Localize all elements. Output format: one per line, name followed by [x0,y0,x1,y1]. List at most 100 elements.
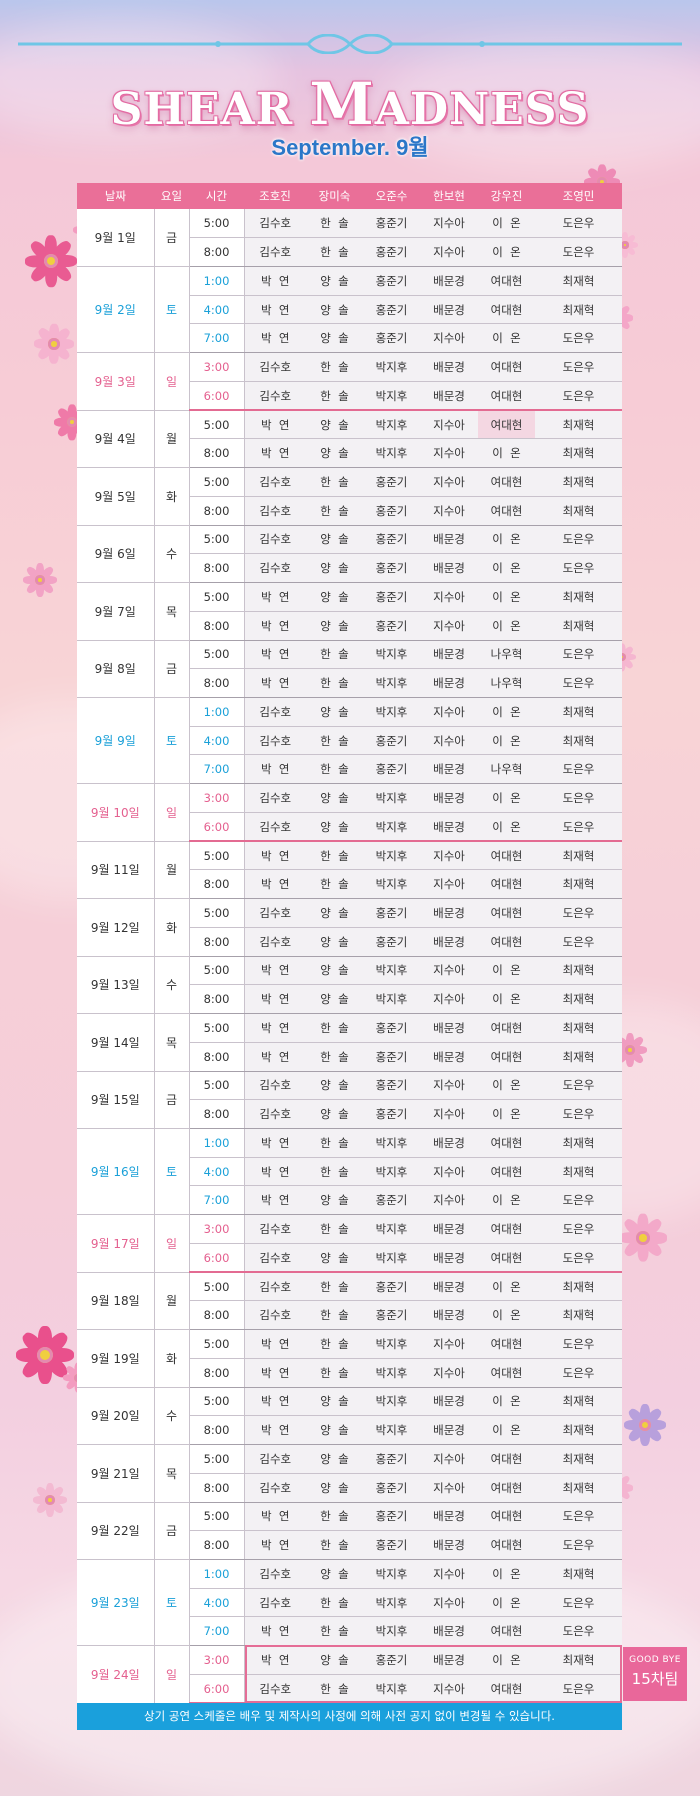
cast-cell: 도은우 [535,898,622,928]
table-row: 9월 1일 금 5:00 김수호 한 솔 홍준기 지수아 이 온 도은우 [77,209,622,267]
cast-cell: 김수호 [244,1272,306,1302]
time-cell: 4:00 [189,1157,245,1187]
cast-cell: 지수아 [420,1559,478,1589]
cast-cell: 박지후 [363,1588,420,1618]
cast-cell: 지수아 [420,438,478,469]
cast-cell: 최재혁 [535,1645,622,1675]
time-cell: 8:00 [189,1415,245,1446]
cast-cell: 양 솔 [306,295,363,325]
cast-cell: 박 연 [244,984,306,1015]
cast-cell: 지수아 [420,1099,478,1129]
cast-cell: 한 솔 [306,1358,363,1388]
time-cell: 5:00 [189,1329,245,1359]
cast-cell: 최재혁 [535,984,622,1015]
cast-cell: 박지후 [363,640,420,670]
cast-cell: 도은우 [535,1185,622,1216]
time-cell: 5:00 [189,209,245,239]
cast-cell: 김수호 [244,1243,306,1274]
background-cloud [380,40,700,170]
cast-cell: 홍준기 [363,1042,420,1072]
time-cell: 8:00 [189,611,245,641]
cast-cell: 지수아 [420,1588,478,1618]
cast-cell: 양 솔 [306,582,363,612]
cast-cell: 지수아 [420,869,478,900]
cast-cell: 박지후 [363,1387,420,1417]
cast-cell: 박지후 [363,1415,420,1446]
cast-cell: 도은우 [535,927,622,957]
date-cell: 9월 8일 [77,640,155,698]
weekday-cell: 토 [154,1559,190,1647]
cast-cell: 김수호 [244,783,306,813]
cast-cell: 박 연 [244,956,306,986]
cast-cell: 박 연 [244,1387,306,1417]
cast-cell: 김수호 [244,352,306,382]
cast-cell: 최재혁 [535,1300,622,1331]
cast-cell: 지수아 [420,1157,478,1187]
date-cell: 9월 22일 [77,1502,155,1561]
cast-cell: 양 솔 [306,553,363,584]
table-row: 8:00 김수호 양 솔 홍준기 지수아 여대현 최재혁 [77,1473,622,1503]
cast-cell: 한 솔 [306,1616,363,1647]
cast-cell: 도은우 [535,1099,622,1129]
cast-cell: 홍준기 [363,1530,420,1561]
cast-cell: 박지후 [363,869,420,900]
cast-cell: 박지후 [363,783,420,813]
date-cell: 9월 19일 [77,1329,155,1388]
flower-icon [30,1480,70,1520]
cast-cell: 지수아 [420,956,478,986]
weekday-cell: 토 [154,266,190,354]
cast-cell: 여대현 [478,1616,535,1647]
weekday-cell: 일 [154,783,190,842]
date-cell: 9월 16일 [77,1128,155,1216]
cast-cell: 박 연 [244,1530,306,1561]
cast-cell: 최재혁 [535,467,622,497]
time-cell: 8:00 [189,553,245,584]
cast-cell: 박 연 [244,668,306,698]
cast-cell: 한 솔 [306,237,363,267]
time-cell: 8:00 [189,984,245,1015]
cast-cell: 박지후 [363,438,420,469]
cast-cell: 지수아 [420,984,478,1015]
cast-cell: 홍준기 [363,209,420,239]
cast-cell: 양 솔 [306,1185,363,1216]
cast-cell: 이 온 [478,1588,535,1618]
cast-cell: 여대현 [478,927,535,957]
schedule-table: 날짜 요일 시간 조호진 장미숙 오준수 한보현 강우진 조영민 9월 1일 금 5… [77,183,622,1705]
cast-cell: 한 솔 [306,1530,363,1561]
time-cell: 1:00 [189,266,245,296]
cast-cell: 최재혁 [535,1157,622,1187]
cast-cell: 지수아 [420,697,478,727]
cast-cell: 최재혁 [535,1444,622,1474]
cast-cell: 최재혁 [535,869,622,900]
header-role-6: 조영민 [535,183,622,209]
cast-cell: 나우혁 [478,754,535,785]
cast-cell: 한 솔 [306,1214,363,1244]
cast-cell: 김수호 [244,209,306,239]
cast-cell: 박지후 [363,1616,420,1647]
cast-cell: 도은우 [535,754,622,785]
cast-cell: 양 솔 [306,1645,363,1675]
cast-cell: 최재혁 [535,1272,622,1302]
time-cell: 5:00 [189,898,245,928]
cast-cell: 이 온 [478,525,535,555]
cast-cell: 이 온 [478,956,535,986]
cast-cell: 최재혁 [535,1415,622,1446]
background-cloud [0,20,280,140]
cast-cell: 여대현 [478,1042,535,1072]
month-subtitle: September. 9월 [271,135,429,160]
time-cell: 8:00 [189,237,245,267]
date-cell: 9월 11일 [77,841,155,900]
table-row: 4:00 김수호 한 솔 홍준기 지수아 이 온 최재혁 [77,726,622,756]
time-cell: 7:00 [189,323,245,354]
date-cell: 9월 20일 [77,1387,155,1446]
cast-cell: 박지후 [363,1214,420,1244]
cast-cell: 한 솔 [306,1157,363,1187]
cast-cell: 배문경 [420,1042,478,1072]
cast-cell: 양 솔 [306,323,363,354]
date-cell: 9월 15일 [77,1071,155,1130]
